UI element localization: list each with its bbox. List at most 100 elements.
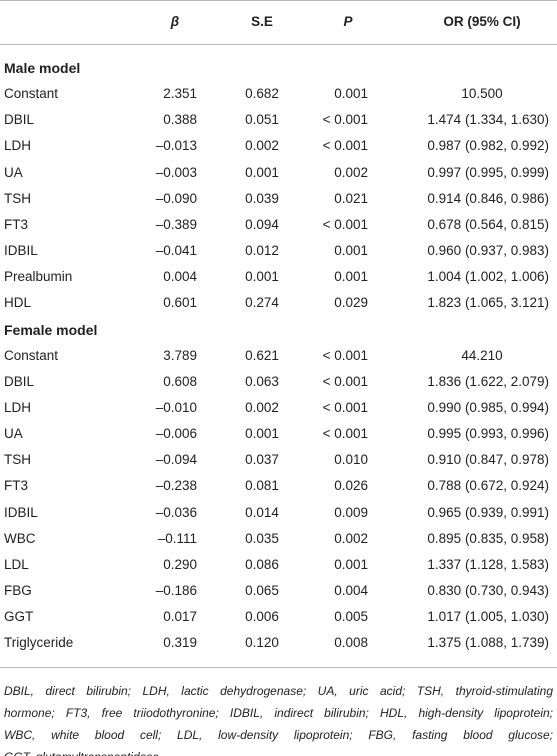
row-label: DBIL [4,112,35,128]
row-label: TSH [4,190,31,206]
table-cell: 0.002 [334,530,368,546]
column-header: β [170,14,180,29]
table-cell: 0.601 [163,295,197,311]
table-cell: 1.836 (1.622, 2.079) [427,373,549,389]
row-label: HDL [4,295,32,311]
table-cell: 0.014 [245,504,279,520]
table-cell: < 0.001 [322,216,368,232]
table-cell: 0.001 [245,269,279,285]
table-cell: 0.002 [245,138,279,154]
row-label: Constant [4,86,59,102]
table-cell: –0.111 [157,530,197,546]
table-cell: 0.608 [163,373,197,389]
table-cell: < 0.001 [322,373,368,389]
row-label: TSH [4,452,31,468]
table-cell: –0.090 [155,190,197,206]
table-cell: 0.678 (0.564, 0.815) [427,216,549,232]
row-label: UA [4,426,23,442]
table-cell: 0.037 [245,452,279,468]
table-cell: 0.004 [163,269,197,285]
table-cell: 0.035 [245,530,279,546]
table-cell: 0.388 [163,112,197,128]
table-cell: –0.238 [155,478,197,494]
footnote-line: WBC, white blood cell; LDL, low-density … [4,728,553,742]
row-label: WBC [4,530,36,546]
row-label: IDBIL [4,504,38,520]
table-cell: 0.094 [245,216,279,232]
table-cell: 0.005 [334,609,368,625]
table-cell: < 0.001 [322,347,368,363]
table-cell: –0.010 [155,399,197,415]
row-label: Prealbumin [4,269,73,285]
table-cell: 1.004 (1.002, 1.006) [427,269,549,285]
table-cell: 0.001 [245,164,279,180]
table-cell: 0.830 (0.730, 0.943) [427,583,549,598]
table-cell: 0.895 (0.835, 0.958) [427,530,549,546]
table-cell: 0.065 [245,583,279,598]
bottom-rule [0,667,557,668]
table-cell: 1.337 (1.128, 1.583) [427,556,549,572]
table-cell: 0.006 [245,609,279,625]
row-label: LDH [4,399,32,415]
row-label: Constant [4,347,59,363]
table-cell: 1.823 (1.065, 3.121) [427,295,549,311]
footnote-line: DBIL, direct bilirubin; LDH, lactic dehy… [4,684,553,698]
table-cell: 0.788 (0.672, 0.924) [427,478,549,494]
table-cell: 0.274 [245,295,279,311]
table-cell: 0.965 (0.939, 0.991) [427,504,549,520]
table-cell: 0.001 [334,556,368,572]
table-cell: 1.017 (1.005, 1.030) [427,609,549,625]
row-label: FT3 [4,216,29,232]
table-cell: –0.041 [155,243,197,259]
row-label: DBIL [4,373,35,389]
table-cell: 0.004 [334,583,368,598]
header-rule [0,44,557,45]
table-cell: 0.026 [334,478,368,494]
section-title: Male model [4,60,81,76]
row-label: LDH [4,138,32,154]
table-cell: 0.002 [334,164,368,180]
table-cell: 0.319 [163,635,197,651]
top-rule [0,0,557,1]
table-cell: 0.012 [245,243,279,259]
row-label: LDL [4,556,29,572]
table-cell: 0.960 (0.937, 0.983) [427,243,549,259]
section-title: Female model [4,321,98,338]
column-header: OR (95% CI) [443,14,521,29]
table-cell: 0.914 (0.846, 0.986) [427,190,549,206]
table-cell: 0.910 (0.847, 0.978) [427,452,549,468]
table-cell: 0.001 [245,426,279,442]
table-cell: 0.001 [334,269,368,285]
row-label: FT3 [4,478,29,494]
table-cell: –0.013 [155,138,197,154]
table-cell: 0.001 [334,86,368,102]
row-label: Triglyceride [4,635,74,651]
table-cell: 0.051 [245,112,279,128]
table-cell: 0.029 [334,295,368,311]
table-cell: 0.010 [334,452,368,468]
table-cell: 0.021 [334,190,368,206]
table-cell: 0.008 [334,635,368,651]
table-cell: 0.290 [163,556,197,572]
row-label: UA [4,164,23,180]
table-cell: 0.120 [245,635,279,651]
table-cell: < 0.001 [322,112,368,128]
table-cell: 0.997 (0.995, 0.999) [427,164,549,180]
table-cell: 1.474 (1.334, 1.630) [427,112,549,128]
row-label: FBG [4,583,32,598]
table-cell: 0.081 [245,478,279,494]
table-cell: 0.002 [245,399,279,415]
table-cell: 0.682 [245,86,279,102]
footnote-line: hormone; FT3, free triiodothyronine; IDB… [4,706,553,720]
table-cell: 0.063 [245,373,279,389]
table-cell: < 0.001 [322,426,368,442]
table-cell: 3.789 [163,347,197,363]
table-cell: 0.990 (0.985, 0.994) [427,399,549,415]
table-cell: –0.006 [155,426,197,442]
table-cell: 0.995 (0.993, 0.996) [427,426,549,442]
table-cell: 10.500 [461,86,503,102]
table-cell: –0.036 [155,504,197,520]
table-cell: 44.210 [461,347,503,363]
table-cell: 0.009 [334,504,368,520]
row-label: GGT [4,609,34,625]
